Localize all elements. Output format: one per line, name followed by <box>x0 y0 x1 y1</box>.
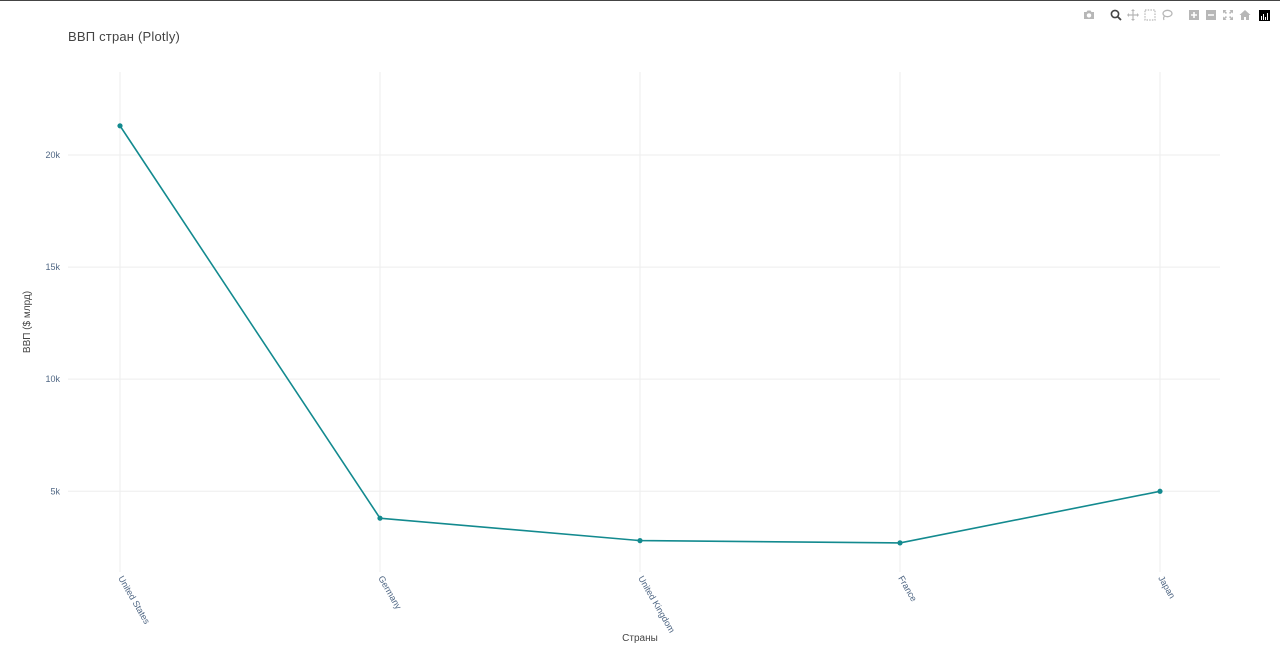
x-tick-label: France <box>896 574 919 603</box>
modebar <box>1082 8 1270 22</box>
zoom-in-icon[interactable] <box>1187 9 1200 22</box>
x-tick-label: Germany <box>376 574 403 611</box>
x-gridlines <box>119 72 1161 572</box>
series-markers <box>117 123 1163 546</box>
y-axis-title: ВВП ($ млрд) <box>22 291 33 353</box>
y-tick-label: 5k <box>50 486 60 496</box>
x-tick-label: United Kingdom <box>636 574 677 634</box>
y-tick-label: 10k <box>45 374 60 384</box>
data-point <box>1157 488 1163 494</box>
camera-icon[interactable] <box>1082 9 1095 22</box>
pan-icon[interactable] <box>1126 9 1139 22</box>
plotly-logo-icon[interactable] <box>1259 9 1270 21</box>
y-tick-label: 15k <box>45 262 60 272</box>
x-tick-labels: United States Germany United Kingdom France… <box>116 574 1177 634</box>
home-icon[interactable] <box>1238 9 1251 22</box>
lasso-select-icon[interactable] <box>1160 9 1173 22</box>
autoscale-icon[interactable] <box>1221 9 1234 22</box>
box-select-icon[interactable] <box>1143 9 1156 22</box>
x-tick-label: Japan <box>1156 574 1177 600</box>
top-border <box>0 0 1280 1</box>
data-point <box>377 515 383 521</box>
y-tick-labels: 5k 10k 15k 20k <box>45 150 60 496</box>
chart-title: ВВП стран (Plotly) <box>68 29 181 44</box>
x-axis-title: Страны <box>622 633 658 644</box>
x-tick-label: United States <box>116 574 152 626</box>
y-gridlines <box>68 154 1220 492</box>
data-point <box>637 538 643 544</box>
data-point <box>117 123 123 129</box>
y-tick-label: 20k <box>45 150 60 160</box>
zoom-icon[interactable] <box>1109 9 1122 22</box>
data-point <box>897 540 903 546</box>
zoom-out-icon[interactable] <box>1204 9 1217 22</box>
